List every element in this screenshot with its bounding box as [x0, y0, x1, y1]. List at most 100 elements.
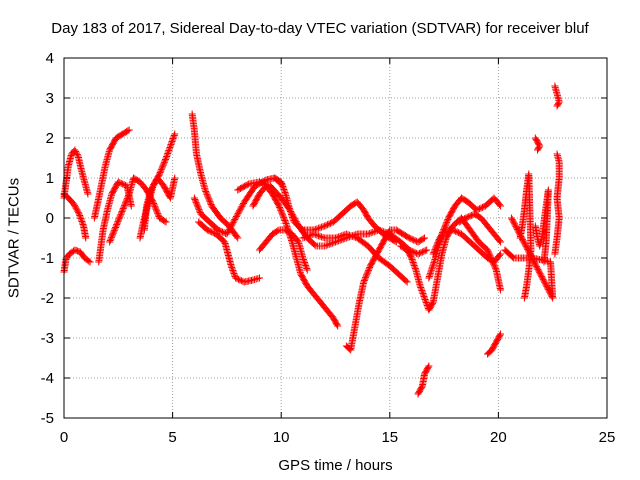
data-marker [121, 200, 129, 208]
data-marker [209, 229, 217, 237]
data-marker [223, 230, 231, 238]
data-marker [335, 233, 343, 241]
data-marker [409, 257, 417, 265]
data-marker [407, 235, 415, 243]
data-marker [119, 180, 127, 188]
data-marker [549, 294, 557, 302]
data-marker [322, 241, 330, 249]
data-marker [195, 206, 203, 214]
data-marker [431, 246, 439, 254]
data-marker [214, 226, 222, 234]
data-marker [170, 133, 178, 141]
data-marker [419, 291, 427, 299]
data-marker [321, 222, 329, 230]
data-marker [319, 223, 327, 231]
data-marker [545, 287, 553, 295]
data-marker [79, 221, 87, 228]
data-marker [150, 201, 158, 209]
data-marker [237, 277, 245, 285]
data-marker [513, 224, 521, 232]
data-marker [192, 198, 200, 206]
data-marker [540, 277, 548, 285]
data-marker [537, 271, 545, 279]
data-marker [234, 275, 242, 283]
data-marker [122, 199, 130, 207]
series-track-t [414, 362, 433, 398]
data-marker [474, 205, 482, 213]
data-marker [112, 222, 120, 230]
data-marker [229, 218, 237, 226]
data-marker [191, 195, 199, 203]
data-marker [428, 263, 436, 271]
data-marker [113, 221, 121, 229]
data-marker [227, 262, 235, 270]
data-marker [455, 229, 463, 237]
data-marker [224, 229, 232, 237]
data-marker [73, 151, 81, 158]
data-marker [74, 207, 82, 215]
data-marker [300, 233, 308, 241]
data-marker [418, 288, 426, 296]
y-tick-label: 3 [46, 90, 54, 107]
data-marker [325, 240, 333, 248]
data-marker [544, 284, 552, 292]
data-marker [415, 249, 423, 257]
data-marker [392, 238, 400, 246]
data-marker [122, 197, 130, 205]
data-marker [202, 189, 210, 197]
data-marker [259, 179, 267, 187]
data-marker [277, 208, 285, 216]
data-marker [391, 237, 399, 245]
data-marker [450, 227, 458, 235]
data-marker [365, 265, 373, 273]
data-marker [369, 228, 377, 236]
data-marker [430, 259, 438, 267]
data-marker [302, 263, 310, 271]
data-marker [314, 224, 322, 232]
data-marker [203, 190, 211, 198]
data-marker [311, 231, 319, 239]
data-marker [541, 278, 549, 286]
data-marker [194, 204, 202, 212]
data-marker [74, 209, 82, 217]
data-marker [116, 212, 124, 220]
data-marker [154, 210, 162, 218]
data-marker [349, 232, 357, 240]
series-track-v [429, 226, 505, 266]
data-marker [507, 214, 515, 222]
data-marker [533, 146, 541, 154]
data-marker [117, 209, 125, 217]
data-marker [471, 210, 479, 218]
data-marker [110, 226, 118, 234]
data-marker [120, 202, 128, 210]
data-marker [484, 246, 492, 254]
data-marker [257, 179, 265, 187]
data-marker [243, 181, 251, 189]
y-tick-label: 0 [46, 210, 54, 227]
data-marker [524, 247, 532, 255]
data-marker [410, 260, 418, 268]
data-marker [465, 213, 473, 221]
data-marker [72, 204, 80, 212]
data-marker [160, 160, 168, 168]
data-marker [106, 237, 114, 245]
data-marker [538, 273, 546, 281]
data-marker [521, 240, 529, 248]
plot-frame [63, 57, 608, 419]
series-track-o [249, 182, 342, 330]
data-marker [422, 299, 430, 306]
data-marker [161, 155, 169, 163]
data-marker [485, 249, 493, 257]
data-marker [350, 233, 358, 241]
data-marker [325, 220, 333, 228]
data-marker [168, 138, 176, 145]
data-marker [293, 237, 301, 245]
data-marker [509, 217, 517, 225]
data-marker [120, 203, 128, 211]
data-marker [517, 233, 525, 241]
series-track-s [397, 214, 505, 314]
y-tick-label: -5 [41, 410, 54, 427]
data-marker [319, 233, 327, 241]
data-marker [512, 223, 520, 231]
data-marker [303, 266, 311, 274]
